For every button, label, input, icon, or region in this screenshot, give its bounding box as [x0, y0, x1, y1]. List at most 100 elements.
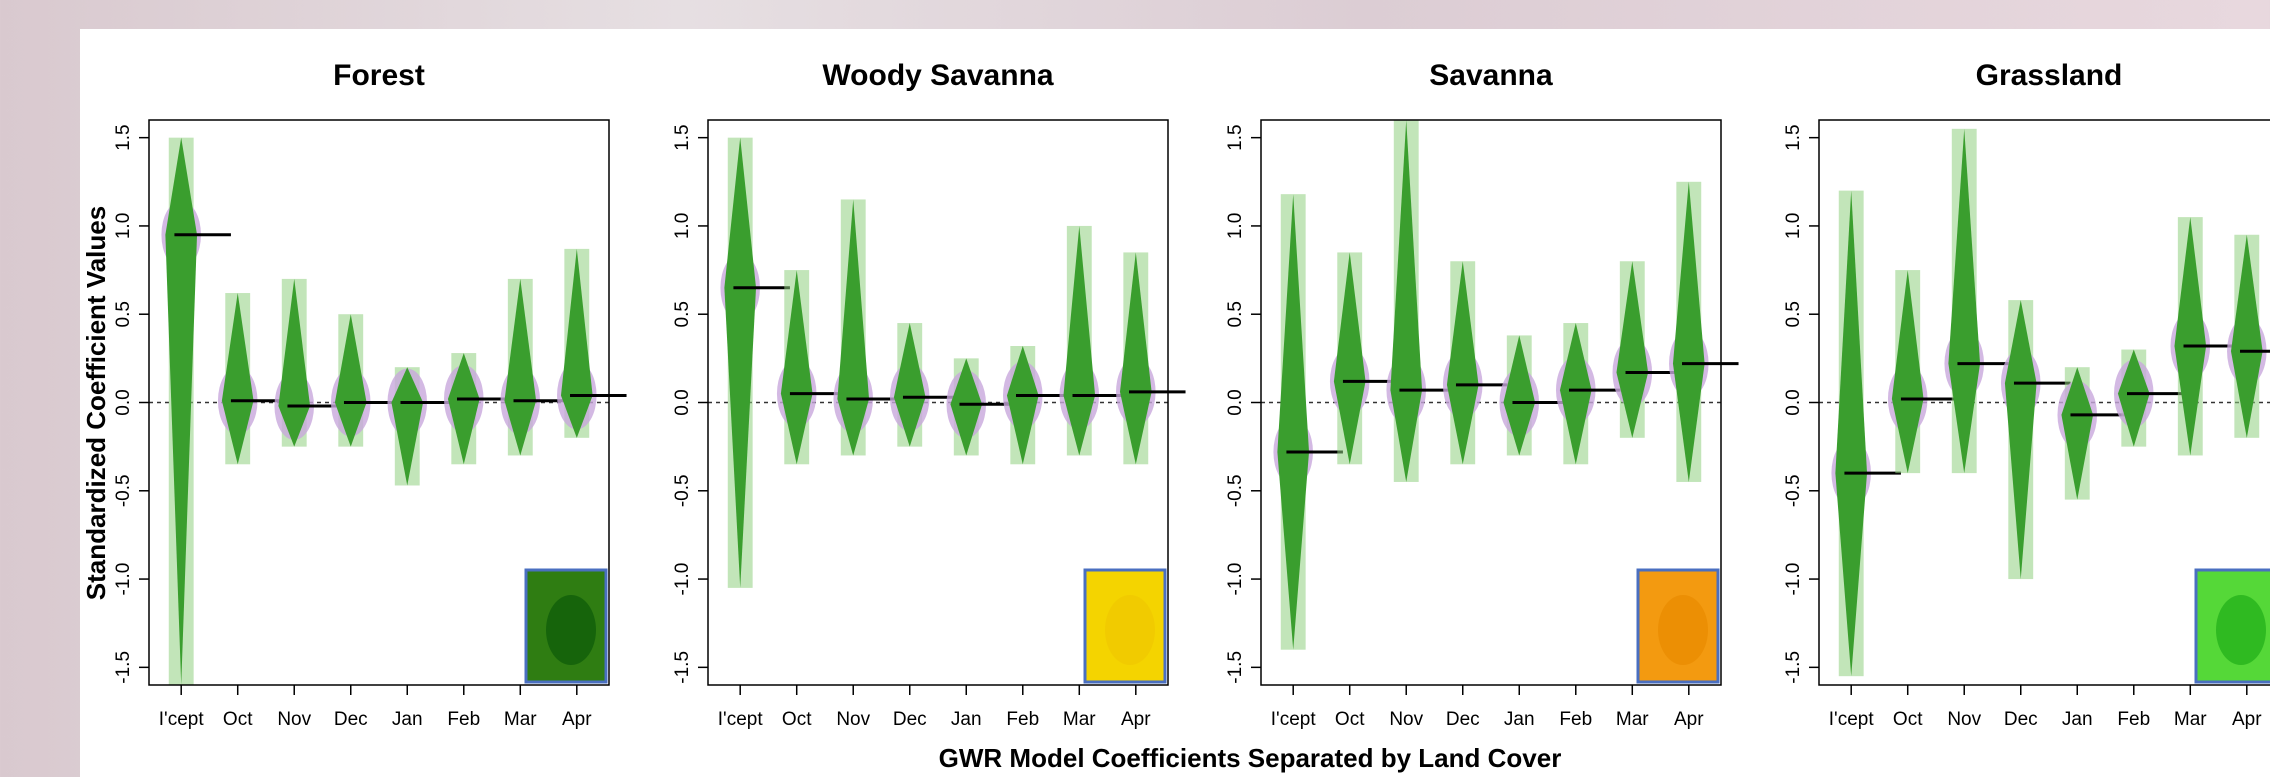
x-tick-label: Oct — [1893, 709, 1923, 730]
x-tick-label: Jan — [951, 709, 982, 730]
y-tick-label: 0.5 — [672, 301, 693, 327]
x-tick-label: Apr — [1674, 709, 1704, 730]
bean-body — [1948, 128, 1981, 474]
plot-frame — [1818, 119, 2270, 686]
x-tick-label: Dec — [893, 709, 927, 730]
x-tick-label: Jan — [2062, 709, 2093, 730]
x-tick-label: Jan — [392, 709, 423, 730]
inset-map-detail — [2216, 595, 2266, 665]
y-tick-label: 1.5 — [1783, 124, 1804, 150]
y-tick-label: 0.5 — [1225, 301, 1246, 327]
y-tick-label: -0.5 — [113, 474, 134, 507]
x-tick-label: Feb — [1006, 709, 1039, 730]
y-tick-label: -1.5 — [1783, 651, 1804, 684]
bean-body — [724, 137, 757, 588]
bean-body — [1063, 225, 1096, 456]
x-tick-label: Oct — [223, 709, 253, 730]
plot-frame — [1260, 119, 1722, 686]
bean-body — [837, 199, 870, 456]
x-tick-label: Dec — [1446, 709, 1480, 730]
y-tick-label: -0.5 — [672, 474, 693, 507]
x-tick-label: Jan — [1504, 709, 1535, 730]
bean-body — [1891, 270, 1924, 474]
y-tick-label: 1.0 — [1783, 213, 1804, 239]
bean-body — [391, 367, 424, 486]
x-tick-label: I'cept — [1271, 709, 1317, 730]
bean-body — [2061, 367, 2094, 500]
bean-body — [165, 137, 198, 685]
bean-body — [2004, 300, 2037, 580]
x-tick-label: Nov — [277, 709, 311, 730]
y-tick-label: 0.0 — [113, 389, 134, 415]
y-tick-label: 0.0 — [672, 389, 693, 415]
x-tick-label: Feb — [2117, 709, 2150, 730]
y-tick-label: 1.5 — [1225, 124, 1246, 150]
inset-map-detail — [1105, 595, 1155, 665]
bean-body — [780, 270, 813, 465]
bean-body — [1333, 252, 1366, 465]
x-tick-label: Mar — [1063, 709, 1096, 730]
chart-title: Savanna — [1429, 59, 1553, 92]
x-tick-label: Dec — [334, 709, 368, 730]
x-tick-label: Oct — [1335, 709, 1365, 730]
x-tick-label: Apr — [562, 709, 592, 730]
y-tick-label: 1.0 — [672, 213, 693, 239]
bean-body — [1503, 335, 1536, 456]
y-tick-label: 1.5 — [672, 124, 693, 150]
y-tick-label: -0.5 — [1783, 474, 1804, 507]
bean-body — [1559, 323, 1592, 465]
plot-frame — [148, 119, 610, 686]
inset-map-detail — [546, 595, 596, 665]
bean-body — [950, 358, 983, 456]
bean-body — [1616, 261, 1649, 438]
bean-body — [1835, 190, 1868, 677]
bean-body — [1446, 261, 1479, 465]
y-tick-label: -1.5 — [113, 651, 134, 684]
x-tick-label: Nov — [836, 709, 870, 730]
y-tick-label: -1.0 — [672, 563, 693, 596]
bean-body — [560, 248, 593, 438]
bean-body — [2174, 217, 2207, 456]
y-tick-label: 1.0 — [1225, 213, 1246, 239]
bean-body — [221, 293, 254, 465]
x-tick-label: Apr — [1121, 709, 1151, 730]
y-tick-label: -1.5 — [1225, 651, 1246, 684]
x-tick-label: I'cept — [159, 709, 205, 730]
y-tick-label: 0.0 — [1783, 389, 1804, 415]
bean-body — [334, 314, 367, 447]
bean-body — [2117, 349, 2150, 447]
bean-body — [1006, 346, 1039, 465]
bean-body — [1672, 181, 1705, 482]
inset-map-detail — [1658, 595, 1708, 665]
x-tick-label: Dec — [2004, 709, 2038, 730]
y-tick-label: -1.0 — [1783, 563, 1804, 596]
x-tick-label: Oct — [782, 709, 812, 730]
y-tick-label: -1.0 — [113, 563, 134, 596]
y-tick-label: 0.0 — [1225, 389, 1246, 415]
figure-caption: GWR Model Coefficients Separated by Land… — [939, 743, 1562, 773]
x-tick-label: Feb — [1559, 709, 1592, 730]
x-tick-label: Nov — [1389, 709, 1423, 730]
bean-body — [1277, 194, 1310, 650]
y-tick-label: 1.0 — [113, 213, 134, 239]
y-axis-label: Standardized Coefficient Values — [81, 206, 111, 600]
chart-title: Forest — [333, 59, 425, 92]
y-tick-label: 0.5 — [113, 301, 134, 327]
bean-body — [893, 323, 926, 447]
x-tick-label: Mar — [2174, 709, 2207, 730]
y-tick-label: -1.5 — [672, 651, 693, 684]
bean-body — [1119, 252, 1152, 465]
bean-body — [504, 278, 537, 456]
x-tick-label: Mar — [1616, 709, 1649, 730]
bean-body — [2230, 234, 2263, 438]
x-tick-label: Nov — [1947, 709, 1981, 730]
plot-frame — [707, 119, 1169, 686]
bean-body — [447, 353, 480, 465]
x-tick-label: Mar — [504, 709, 537, 730]
y-tick-label: -1.0 — [1225, 563, 1246, 596]
x-tick-label: Apr — [2232, 709, 2262, 730]
chart-title: Woody Savanna — [822, 59, 1053, 92]
x-tick-label: I'cept — [1829, 709, 1875, 730]
x-tick-label: I'cept — [718, 709, 764, 730]
